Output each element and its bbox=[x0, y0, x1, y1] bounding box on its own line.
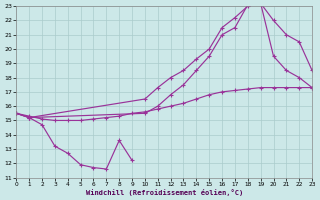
X-axis label: Windchill (Refroidissement éolien,°C): Windchill (Refroidissement éolien,°C) bbox=[85, 189, 243, 196]
